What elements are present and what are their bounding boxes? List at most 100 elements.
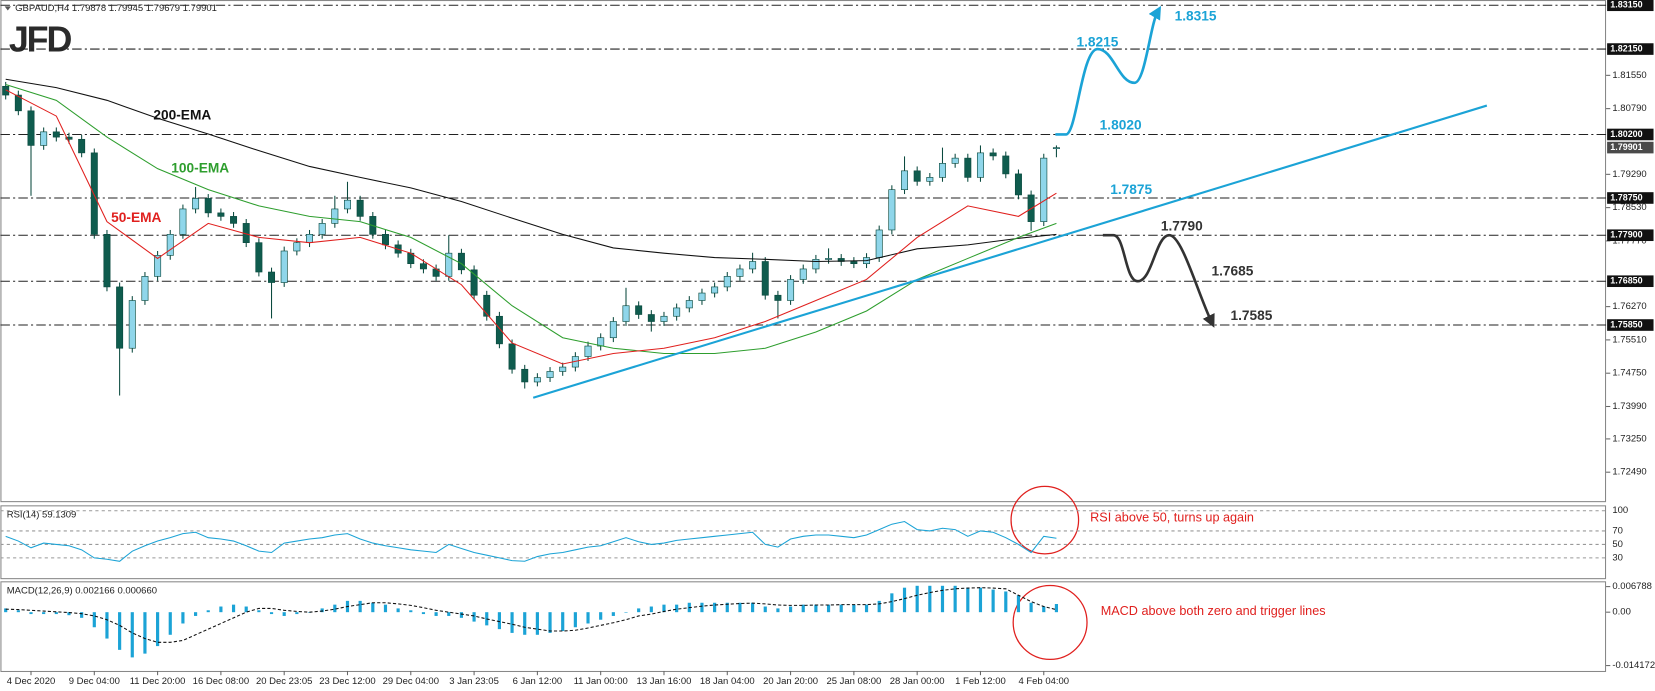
macd-bar (282, 612, 286, 616)
macd-bar (814, 604, 818, 613)
candle-body (698, 292, 706, 301)
macd-bar (472, 612, 476, 622)
scenario-label: 1.7685 (1212, 263, 1254, 278)
macd-bar (257, 610, 261, 613)
x-tick-label: 23 Dec 12:00 (319, 676, 375, 687)
macd-bar (928, 585, 932, 613)
candle-body (711, 286, 719, 294)
macd-bar (561, 612, 565, 632)
candle-body (913, 170, 921, 182)
y-tick-label: 1.79290 (1612, 169, 1646, 180)
candle-body (52, 131, 60, 138)
trendline-level-label: 1.7875 (1110, 182, 1152, 197)
macd-bar (991, 589, 995, 613)
macd-bar (1004, 591, 1008, 613)
candle-body (939, 163, 946, 178)
x-tick-label: 11 Jan 00:00 (574, 676, 628, 687)
scenario-path (1055, 5, 1162, 136)
candle-body (584, 345, 592, 357)
level-label: 1.82150 (1610, 43, 1642, 53)
header-icon (4, 6, 11, 11)
x-tick-label: 11 Dec 20:00 (130, 676, 186, 687)
macd-bar (16, 610, 20, 613)
macd-bar (1029, 602, 1033, 613)
x-tick-label: 9 Dec 04:00 (69, 676, 120, 687)
macd-bar (371, 602, 375, 613)
candle-body (128, 300, 136, 349)
macd-bar (763, 606, 767, 613)
candle-body (356, 199, 364, 217)
macd-bar (118, 612, 122, 650)
macd-highlight (1012, 584, 1088, 660)
x-tick-label: 20 Dec 23:05 (256, 676, 312, 687)
y-tick-label: 1.76270 (1612, 301, 1646, 312)
macd-bar (877, 600, 881, 613)
macd-bar (978, 587, 983, 613)
macd-bar (383, 604, 388, 613)
candle-body (736, 268, 744, 277)
macd-bar (497, 612, 501, 630)
candle-body (483, 294, 491, 317)
y-tick-label: -0.014172 (1612, 660, 1655, 671)
candle-body (749, 261, 757, 270)
macd-bar (713, 602, 717, 613)
macd-bar (738, 602, 742, 613)
macd-bar (675, 604, 679, 613)
candle-body (546, 371, 554, 378)
candle-body (27, 110, 35, 146)
candle-body (268, 271, 276, 283)
macd-bar (940, 585, 945, 613)
candle-body (976, 152, 984, 178)
candle-body (622, 305, 630, 322)
ema-line (5, 78, 1057, 263)
candle-body (635, 305, 643, 315)
x-tick-label: 6 Jan 12:00 (513, 676, 563, 687)
rsi-highlight (1010, 485, 1080, 555)
rsi-title: RSI(14) 59.1309 (7, 509, 77, 520)
candle-body (103, 234, 111, 288)
candle-body (116, 286, 124, 349)
macd-bar (1042, 606, 1046, 613)
macd-bar (776, 608, 780, 613)
candle-body (90, 152, 98, 235)
macd-bar (54, 612, 58, 615)
macd-bar (852, 604, 856, 613)
macd-bar (611, 612, 615, 616)
macd-bar (130, 612, 134, 658)
candle-body (280, 250, 288, 283)
rsi-line (5, 520, 1057, 562)
macd-panel (0, 581, 1607, 673)
macd-bar (599, 612, 603, 620)
scenario-path (1102, 233, 1215, 328)
x-tick-label: 20 Jan 20:00 (763, 676, 818, 687)
macd-bar (447, 612, 451, 616)
candle-body (901, 170, 908, 190)
candle-body (825, 258, 833, 260)
candle-body (850, 261, 858, 265)
candle-body (533, 377, 541, 383)
y-tick-label: 1.73990 (1612, 401, 1646, 412)
macd-bar (751, 602, 755, 613)
candle-body (2, 85, 10, 96)
macd-bar (156, 612, 160, 647)
macd-bar (725, 602, 729, 613)
logo: JFD (9, 20, 72, 60)
macd-bar (320, 608, 324, 613)
macd-bar (586, 612, 590, 624)
candle-body (318, 223, 326, 235)
candle-body (40, 131, 48, 146)
level-label: 1.75850 (1610, 319, 1642, 329)
y-tick-label: 70 (1612, 525, 1623, 536)
macd-bar (206, 610, 210, 613)
candle-body (381, 234, 389, 246)
candle-body (65, 136, 73, 140)
x-tick-label: 25 Jan 08:00 (826, 676, 881, 687)
candle-body (217, 212, 225, 217)
macd-bar (409, 610, 413, 613)
candle-body (1052, 147, 1060, 149)
rsi-panel (0, 505, 1607, 580)
level-tag (1607, 0, 1654, 12)
macd-bar (864, 604, 869, 613)
